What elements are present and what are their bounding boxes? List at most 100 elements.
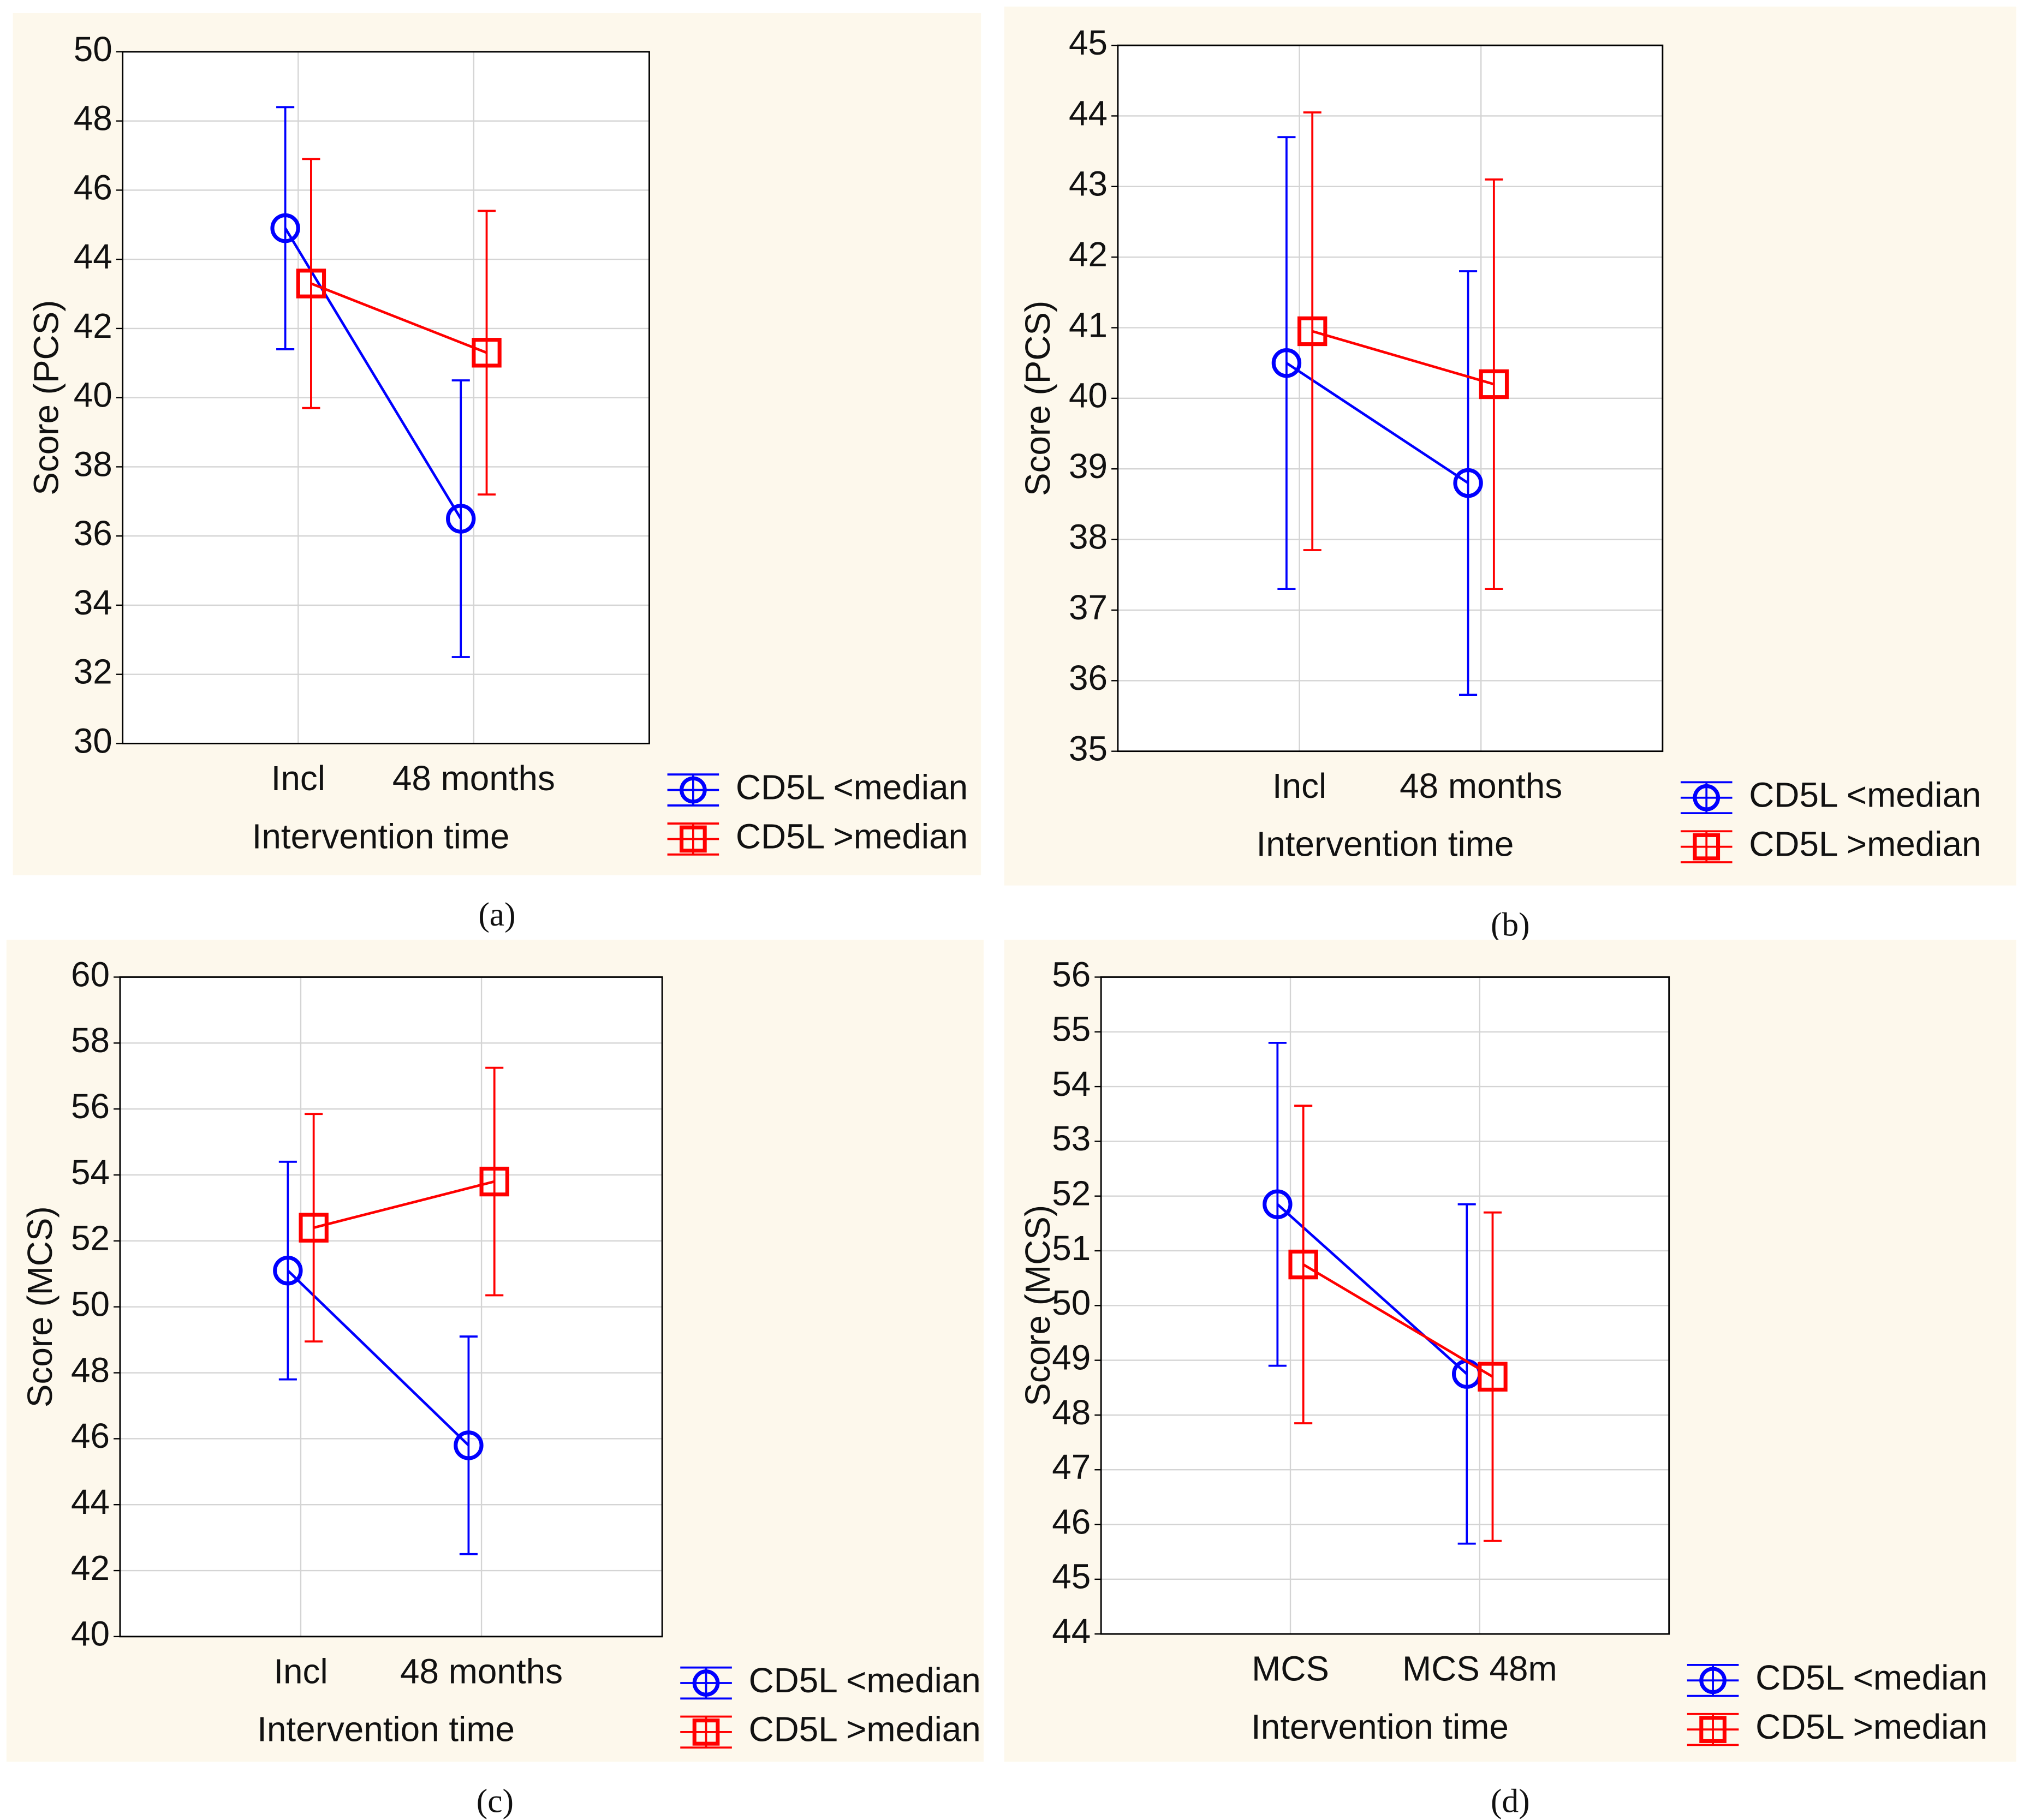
- y-tick-label: 30: [74, 721, 112, 760]
- panel: 35 36 37 38 39 40 41 42 43 44 45 Incl 48 months Score…: [1004, 7, 2016, 944]
- y-tick-label: 42: [74, 306, 112, 345]
- x-tick-label: Incl: [271, 759, 325, 798]
- error-bar: [305, 1113, 323, 1343]
- legend-label: CD5L >median: [1749, 824, 1981, 863]
- y-tick-label: 38: [1069, 517, 1108, 556]
- x-tick-label: 48 months: [392, 759, 555, 798]
- y-tick-label: 54: [1052, 1064, 1091, 1103]
- x-axis-label: Intervention time: [1256, 824, 1514, 863]
- legend-marker: [1693, 833, 1721, 861]
- legend-symbol: [667, 773, 719, 807]
- legend-marker: [680, 776, 707, 804]
- y-tick-label: 52: [1052, 1174, 1091, 1213]
- y-tick-label: 38: [74, 444, 112, 484]
- legend-marker: [692, 1669, 720, 1697]
- panel: 40 42 44 46 48 50 52 54 56 58 60 Incl 48 months Score…: [6, 939, 984, 1819]
- x-tick-label: 48 months: [1400, 766, 1562, 805]
- legend-marker: [1693, 784, 1721, 811]
- y-tick-label: 44: [71, 1482, 110, 1521]
- marker: [1453, 468, 1483, 498]
- caption: (a): [478, 896, 515, 933]
- error-bar: [1485, 178, 1503, 590]
- marker: [299, 1213, 329, 1243]
- y-axis-label: Score (MCS): [20, 1206, 59, 1407]
- panel: 44 45 46 47 48 49 50 51 52 53 54 55 56 MCS MCS 48m Scor…: [1004, 939, 2016, 1819]
- marker: [454, 1430, 484, 1460]
- error-bar: [1268, 1041, 1287, 1367]
- series-line: [1276, 1203, 1468, 1375]
- y-tick-label: 36: [1069, 658, 1108, 697]
- y-tick-label: 48: [74, 99, 112, 138]
- x-tick-label: MCS 48m: [1402, 1649, 1557, 1688]
- x-tick-label: MCS: [1252, 1649, 1329, 1688]
- legend-label: CD5L >median: [749, 1710, 981, 1749]
- error-bar: [1483, 1211, 1502, 1542]
- marker: [472, 338, 502, 368]
- y-axis-label: Score (PCS): [1018, 301, 1057, 496]
- y-tick-label: 56: [1052, 954, 1091, 994]
- error-bar: [451, 379, 470, 658]
- error-bar: [459, 1335, 478, 1555]
- y-tick-label: 44: [1052, 1612, 1091, 1651]
- caption: (b): [1491, 906, 1530, 944]
- series-line: [287, 1269, 470, 1447]
- plot-frame: [119, 976, 663, 1638]
- y-tick-label: 36: [74, 514, 112, 553]
- x-axis-label: Intervention time: [257, 1710, 515, 1749]
- legend-label: CD5L <median: [749, 1661, 981, 1700]
- y-tick-label: 42: [1069, 235, 1108, 274]
- series-line: [1285, 362, 1469, 485]
- y-tick-label: 56: [71, 1087, 110, 1126]
- x-tick-label: Incl: [1272, 766, 1326, 805]
- legend-marker: [680, 825, 707, 853]
- legend-symbol: [667, 822, 719, 856]
- error-bar: [1459, 270, 1478, 696]
- y-tick-label: 45: [1069, 23, 1108, 62]
- legend-symbol: [1687, 1712, 1739, 1746]
- marker: [446, 504, 476, 534]
- plot-frame: [1100, 976, 1670, 1635]
- y-tick-label: 40: [1069, 376, 1108, 415]
- x-tick-label: Incl: [273, 1651, 328, 1691]
- marker: [1271, 348, 1302, 378]
- error-bar: [485, 1066, 504, 1297]
- legend-label: CD5L <median: [736, 767, 968, 807]
- marker: [1479, 369, 1509, 399]
- y-tick-label: 35: [1069, 729, 1108, 768]
- y-tick-label: 60: [71, 954, 110, 994]
- legend-symbol: [680, 1666, 732, 1700]
- marker: [1478, 1362, 1508, 1392]
- legend-symbol: [680, 1715, 732, 1749]
- error-bar: [477, 210, 496, 496]
- series-line: [284, 227, 462, 520]
- legend-label: CD5L <median: [1749, 775, 1981, 815]
- x-tick-label: 48 months: [400, 1651, 563, 1691]
- legend-symbol: [1680, 830, 1733, 863]
- y-tick-label: 48: [71, 1350, 110, 1389]
- y-tick-label: 55: [1052, 1010, 1091, 1049]
- y-tick-label: 47: [1052, 1447, 1091, 1487]
- y-tick-label: 44: [1069, 93, 1108, 133]
- plot-frame: [122, 51, 650, 744]
- y-tick-label: 51: [1052, 1228, 1091, 1268]
- series-line: [311, 282, 487, 354]
- y-tick-label: 40: [74, 375, 112, 415]
- y-tick-label: 53: [1052, 1119, 1091, 1158]
- y-tick-label: 43: [1069, 164, 1108, 204]
- y-tick-label: 45: [1052, 1557, 1091, 1596]
- y-tick-label: 37: [1069, 588, 1108, 627]
- legend-marker: [1699, 1716, 1727, 1743]
- y-axis-label: Score (PCS): [27, 300, 66, 496]
- y-axis-label: Score (MCS): [1018, 1205, 1057, 1406]
- error-bar: [278, 1160, 297, 1381]
- y-tick-label: 54: [71, 1153, 110, 1192]
- marker: [1263, 1189, 1293, 1219]
- caption: (d): [1491, 1782, 1530, 1819]
- series-line: [1312, 330, 1495, 386]
- y-tick-label: 52: [71, 1219, 110, 1258]
- marker: [1288, 1249, 1318, 1280]
- y-tick-label: 32: [74, 652, 112, 691]
- y-tick-label: 44: [74, 237, 112, 276]
- legend-label: CD5L <median: [1755, 1658, 1987, 1697]
- y-tick-label: 46: [71, 1416, 110, 1455]
